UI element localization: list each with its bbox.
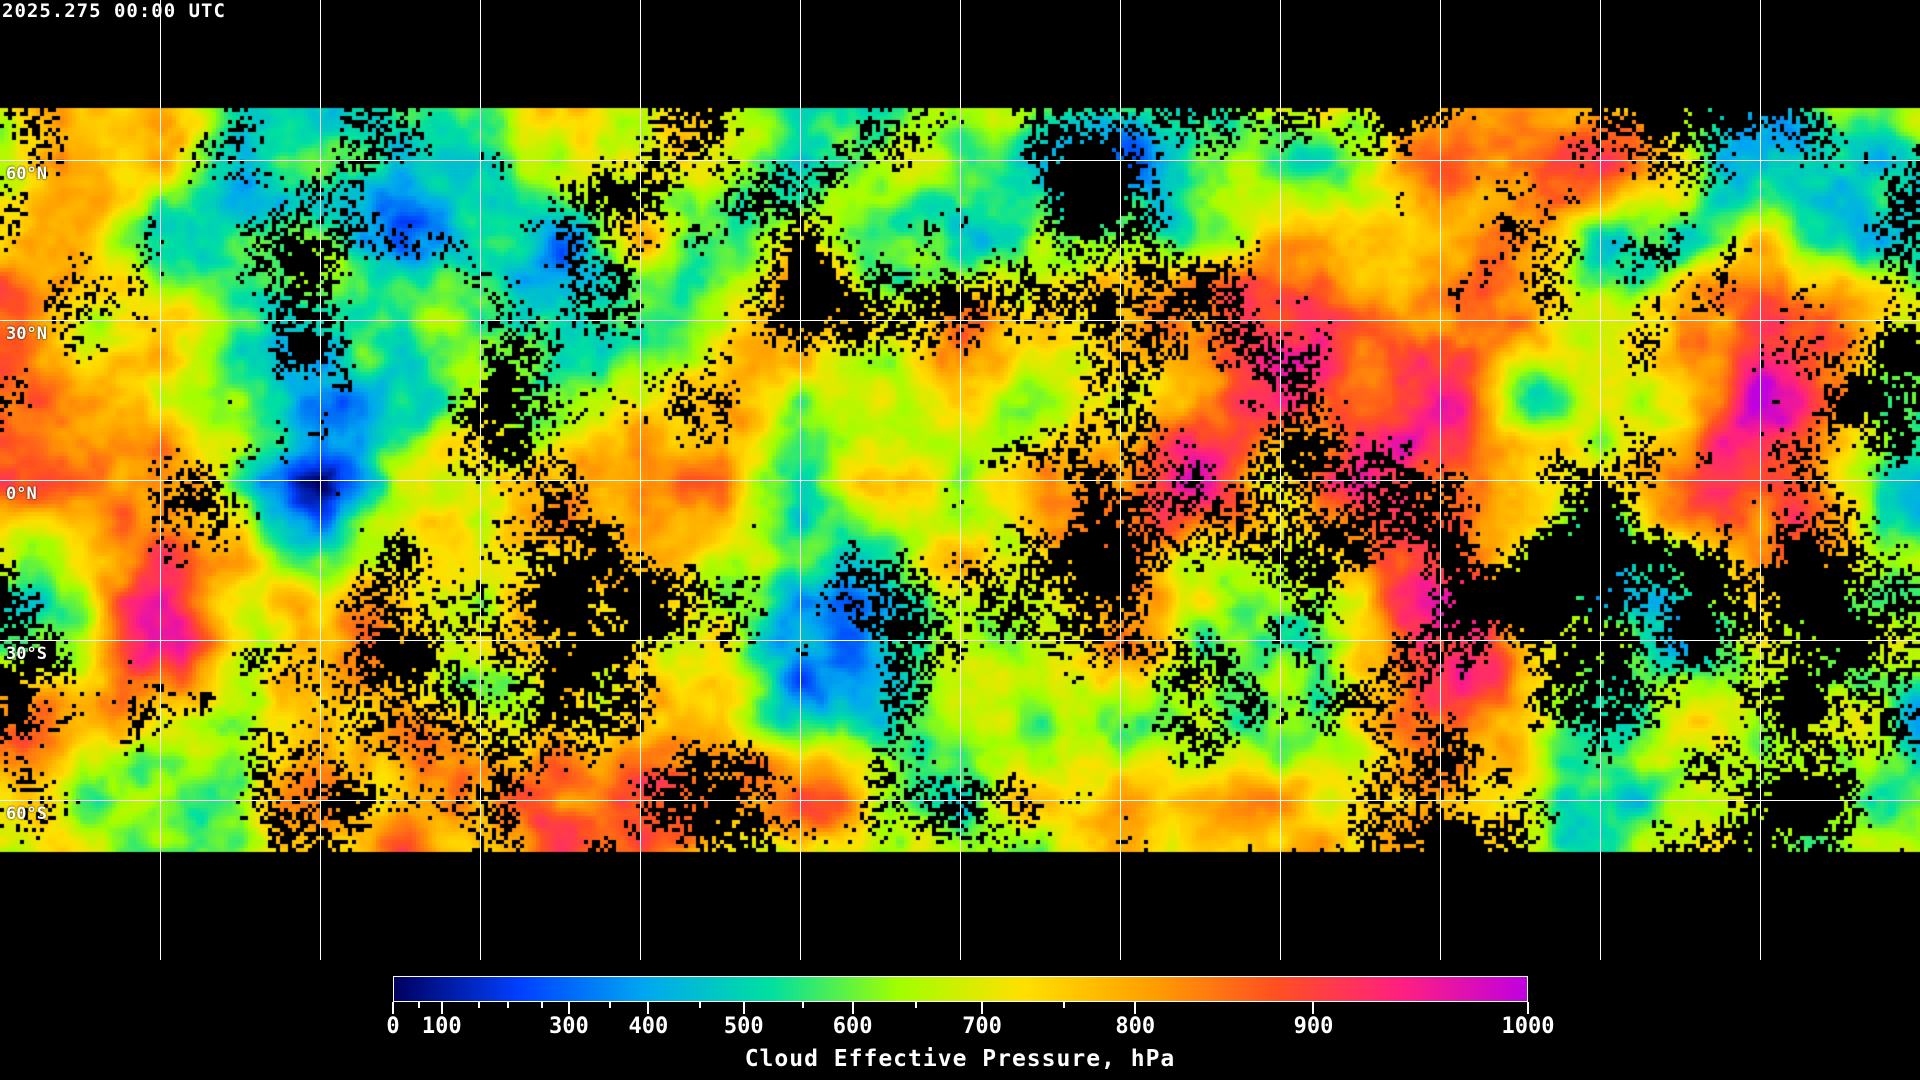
colorbar-minor-tick [915,1002,918,1008]
colorbar [393,976,1528,1002]
latitude-gridline [0,160,1920,161]
colorbar-tick [851,1002,854,1014]
colorbar-minor-tick [608,1002,611,1008]
colorbar-minor-tick [1062,1002,1065,1008]
colorbar-tick-label: 600 [832,1014,873,1039]
colorbar-tick-label: 700 [962,1014,1002,1039]
latitude-label: 0°N [6,484,37,504]
colorbar-minor-tick [699,1002,702,1008]
colorbar-minor-tick [801,1002,804,1008]
colorbar-tick-label: 1000 [1501,1014,1555,1039]
colorbar-tick-label: 500 [723,1014,764,1039]
latitude-gridline [0,480,1920,481]
colorbar-tick [440,1002,443,1014]
latitude-label: 60°S [6,804,47,824]
latitude-label: 30°N [6,324,47,344]
colorbar-minor-tick [540,1002,543,1008]
colorbar-tick [1134,1002,1137,1014]
colorbar-tick-label: 800 [1115,1014,1156,1039]
latitude-gridline [0,640,1920,641]
colorbar-tick [647,1002,650,1014]
colorbar-tick [392,1002,394,1014]
colorbar-minor-tick [417,1002,420,1008]
colorbar-tick-label: 100 [421,1014,462,1039]
colorbar-tick-label: 900 [1293,1014,1334,1039]
colorbar-tick [742,1002,745,1014]
latitude-gridline [0,320,1920,321]
colorbar-tick [981,1002,984,1014]
colorbar-minor-tick [478,1002,481,1008]
colorbar-tick-label: 400 [628,1014,669,1039]
colorbar-minor-tick [506,1002,509,1008]
latitude-gridline [0,800,1920,801]
colorbar-tick [567,1002,570,1014]
latitude-label: 30°S [6,644,47,664]
colorbar-tick [1312,1002,1315,1014]
cloud-pressure-map [0,0,1920,960]
timestamp: 2025.275 00:00 UTC [2,0,226,22]
colorbar-tick [1527,1002,1529,1014]
colorbar-tick-label: 300 [549,1014,589,1039]
colorbar-tick-label: 0 [386,1014,400,1039]
latitude-label: 60°N [6,164,47,184]
colorbar-title: Cloud Effective Pressure, hPa [744,1046,1176,1072]
